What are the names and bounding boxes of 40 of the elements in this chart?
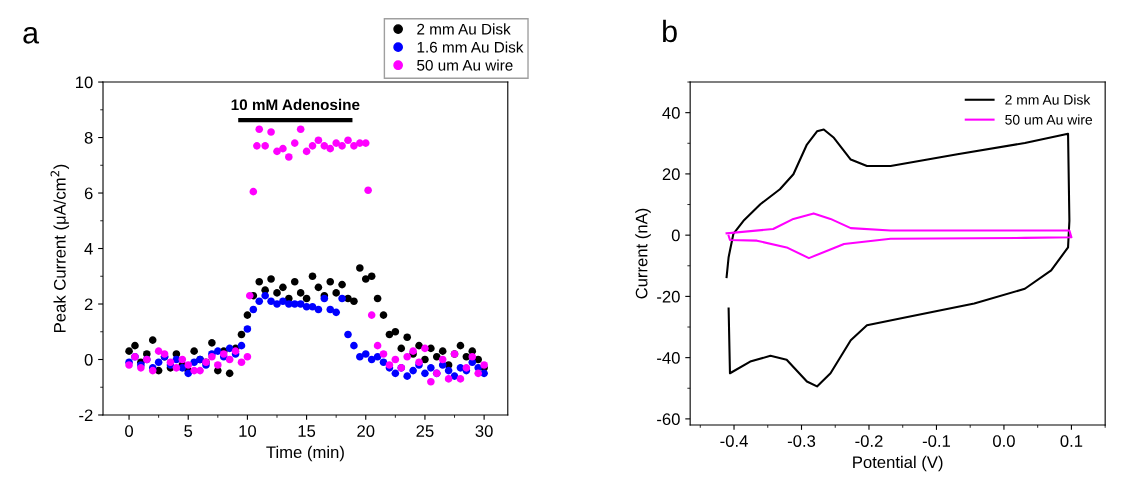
y-tick-label: 0 [84, 353, 93, 366]
legend-label: 50 um Au wire [1005, 114, 1093, 125]
x-tick-label: 15 [298, 425, 316, 437]
chart-title: a [23, 26, 40, 44]
y-tick-label: -40 [657, 352, 680, 364]
x-tick-label: -0.1 [922, 435, 951, 447]
x-tick-label: 0 [125, 425, 134, 437]
x-tick-label: 30 [475, 425, 493, 437]
y-axis-title: Current (nA) [635, 208, 651, 299]
x-axis-title: Potential (V) [853, 455, 943, 472]
y-axis-title: Peak Current (μA/cm$^{2}$) [50, 164, 70, 332]
x-tick-label: 0.0 [993, 435, 1015, 447]
line-series [725, 212, 1073, 260]
x-axis-title: Time (min) [266, 445, 344, 462]
legend-label: 50 um Au wire [417, 59, 513, 71]
x-tick-label: -0.3 [787, 435, 816, 447]
x-tick-label: -0.2 [855, 435, 883, 447]
x-tick-label: 10 [239, 425, 257, 437]
y-tick-label: 8 [84, 131, 93, 144]
chart-title: b [663, 19, 677, 43]
x-tick-label: 5 [184, 425, 193, 437]
y-tick-label: -60 [657, 413, 680, 426]
legend-label: 2 mm Au Disk [1005, 94, 1091, 105]
x-tick-label: 20 [357, 425, 375, 437]
y-tick-label: 4 [84, 243, 93, 255]
y-tick-label: 10 [76, 76, 93, 89]
y-tick-label: 0 [671, 229, 680, 242]
y-tick-label: 6 [84, 187, 93, 200]
y-tick-label: 40 [662, 107, 680, 119]
y-tick-label: 20 [662, 168, 680, 181]
x-tick-label: -0.4 [720, 435, 748, 447]
annotation: 10 mM Adenosine [231, 98, 360, 111]
y-tick-label: -2 [79, 409, 93, 422]
y-tick-label: 2 [84, 298, 93, 311]
x-tick-label: 25 [416, 425, 434, 437]
y-tick-label: -20 [657, 290, 680, 303]
x-tick-label: 0.1 [1060, 435, 1083, 447]
legend-label: 2 mm Au Disk [417, 23, 511, 35]
legend-label: 1.6 mm Au Disk [417, 41, 524, 53]
line-series [725, 128, 1071, 388]
